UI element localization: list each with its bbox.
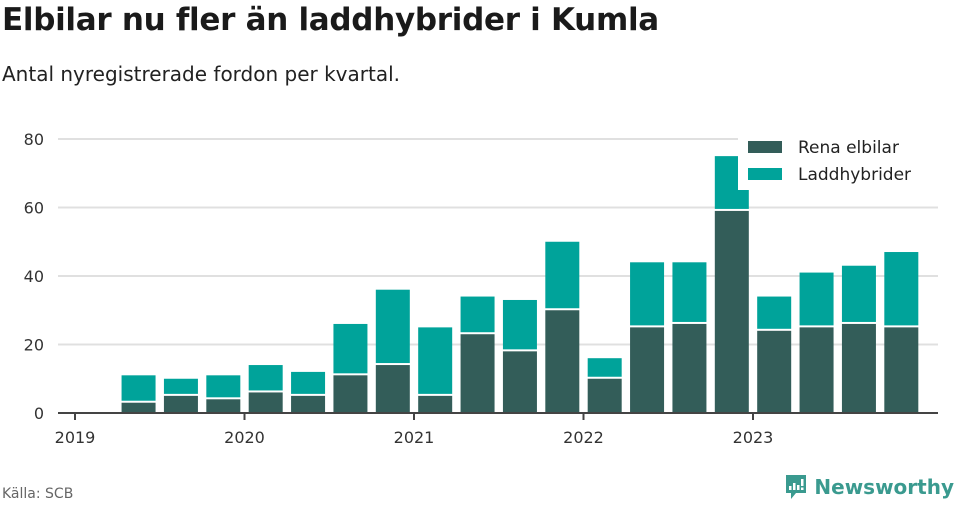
- bar-laddhybrider[interactable]: [630, 262, 665, 326]
- bar-laddhybrider[interactable]: [291, 371, 326, 394]
- source-note: Källa: SCB: [2, 486, 74, 502]
- y-tick-label: 0: [34, 404, 44, 423]
- legend-swatch: [748, 168, 782, 180]
- bar-laddhybrider[interactable]: [418, 327, 453, 394]
- legend-label: Rena elbilar: [798, 138, 899, 158]
- bar-rena-elbilar[interactable]: [206, 399, 241, 413]
- x-tick-label: 2019: [55, 428, 96, 447]
- bar-laddhybrider[interactable]: [460, 296, 495, 333]
- bar-rena-elbilar[interactable]: [248, 392, 283, 413]
- y-tick-label: 20: [24, 336, 44, 355]
- bar-laddhybrider[interactable]: [333, 323, 368, 374]
- y-tick-label: 60: [24, 199, 44, 218]
- brand-name: Newsworthy: [814, 475, 954, 499]
- bar-laddhybrider[interactable]: [799, 272, 834, 326]
- bar-rena-elbilar[interactable]: [163, 395, 198, 413]
- bar-rena-elbilar[interactable]: [757, 330, 792, 413]
- bar-laddhybrider[interactable]: [672, 262, 707, 322]
- bar-rena-elbilar[interactable]: [672, 323, 707, 413]
- bar-laddhybrider[interactable]: [545, 241, 580, 309]
- bar-rena-elbilar[interactable]: [460, 334, 495, 413]
- chart-subtitle: Antal nyregistrerade fordon per kvartal.: [2, 62, 401, 86]
- bar-rena-elbilar[interactable]: [545, 310, 580, 413]
- bar-laddhybrider[interactable]: [502, 299, 537, 350]
- legend-label: Laddhybrider: [798, 165, 911, 185]
- y-tick-label: 80: [24, 130, 44, 149]
- bar-rena-elbilar[interactable]: [121, 402, 156, 413]
- bar-rena-elbilar[interactable]: [418, 395, 453, 413]
- x-tick-label: 2020: [224, 428, 265, 447]
- bar-laddhybrider[interactable]: [841, 265, 876, 322]
- bar-rena-elbilar[interactable]: [630, 327, 665, 413]
- bar-rena-elbilar[interactable]: [884, 327, 919, 413]
- y-tick-label: 40: [24, 267, 44, 286]
- newsworthy-logo-icon: [786, 475, 807, 499]
- bar-rena-elbilar[interactable]: [841, 323, 876, 413]
- bar-rena-elbilar[interactable]: [502, 351, 537, 413]
- bar-laddhybrider[interactable]: [206, 375, 241, 398]
- x-tick-label: 2023: [733, 428, 774, 447]
- bar-rena-elbilar[interactable]: [291, 395, 326, 413]
- bar-laddhybrider[interactable]: [375, 289, 410, 364]
- x-tick-label: 2022: [563, 428, 604, 447]
- chart-title: Elbilar nu fler än laddhybrider i Kumla: [2, 2, 659, 38]
- bar-rena-elbilar[interactable]: [587, 378, 622, 413]
- x-tick-label: 2021: [394, 428, 435, 447]
- bar-laddhybrider[interactable]: [587, 358, 622, 377]
- newsworthy-logo[interactable]: Newsworthy: [784, 474, 954, 500]
- bar-laddhybrider[interactable]: [248, 365, 283, 391]
- bar-rena-elbilar[interactable]: [375, 365, 410, 413]
- bar-laddhybrider[interactable]: [121, 375, 156, 401]
- bar-rena-elbilar[interactable]: [799, 327, 834, 413]
- bar-laddhybrider[interactable]: [757, 296, 792, 329]
- bar-laddhybrider[interactable]: [163, 378, 198, 394]
- legend-swatch: [748, 141, 782, 153]
- bar-rena-elbilar[interactable]: [714, 210, 749, 413]
- bar-laddhybrider[interactable]: [884, 252, 919, 326]
- bar-rena-elbilar[interactable]: [333, 375, 368, 413]
